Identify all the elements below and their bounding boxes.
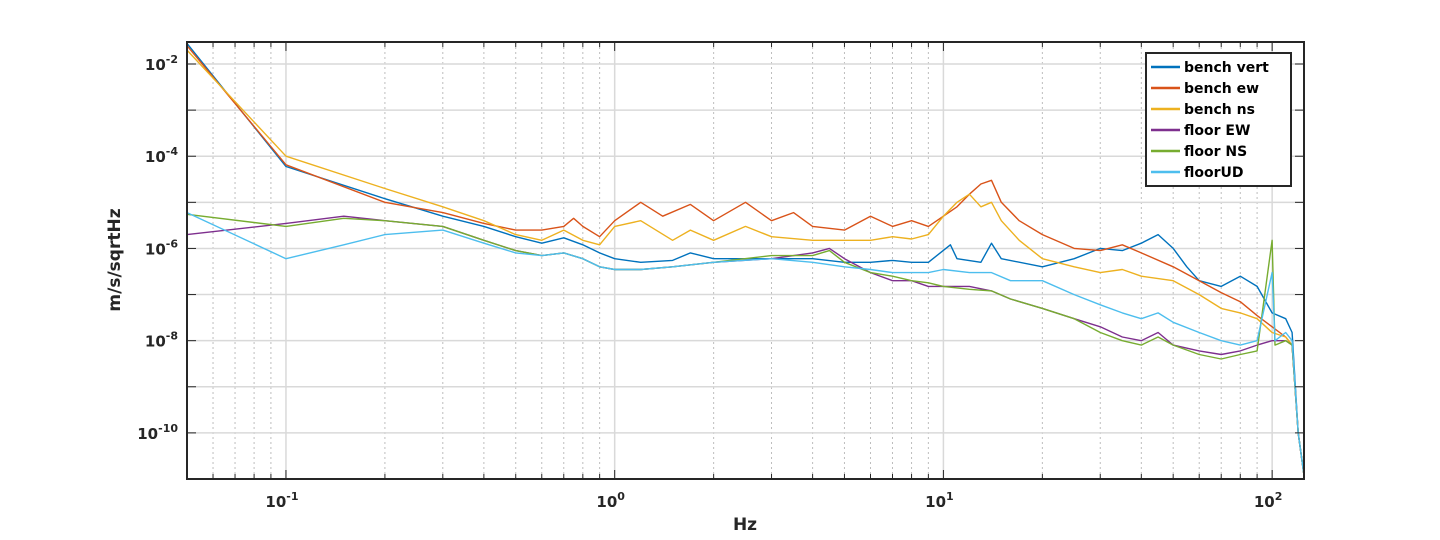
y-tick-label-exponent: -4: [166, 145, 179, 158]
legend-label: bench ns: [1184, 102, 1255, 118]
x-tick-label-exponent: 2: [1275, 490, 1283, 503]
y-tick-label-exponent: -6: [166, 237, 179, 250]
y-axis-label: m/s/sqrtHz: [105, 208, 125, 311]
x-tick-label-exponent: 1: [946, 490, 954, 503]
y-tick-label-exponent: -8: [166, 330, 178, 343]
x-tick-label-exponent: 0: [617, 490, 625, 503]
y-tick-label-base: 10: [145, 333, 166, 351]
x-tick-label: 102: [1254, 490, 1283, 511]
y-tick-label-base: 10: [145, 148, 166, 166]
axis-ticks: [186, 42, 1304, 480]
legend-label: floor NS: [1184, 144, 1247, 160]
plot-frame: [186, 41, 1305, 480]
series-line-floorud: [186, 211, 1305, 476]
y-tick-label: 10-6: [145, 237, 178, 258]
legend-label: floor EW: [1184, 123, 1250, 139]
x-axis-label: Hz: [733, 515, 757, 535]
y-tick-label: 10-10: [137, 422, 178, 443]
x-tick-label-base: 10: [925, 493, 946, 511]
x-tick-label-exponent: -1: [286, 490, 298, 503]
x-tick-label-base: 10: [1254, 493, 1275, 511]
legend: bench vert bench ew bench ns floor EW floor …: [1145, 52, 1292, 187]
x-tick-label-base: 10: [265, 493, 286, 511]
y-tick-label-exponent: -10: [158, 422, 178, 435]
y-tick-label: 10-4: [145, 145, 178, 166]
x-tick-label: 100: [596, 490, 625, 511]
legend-label: bench ew: [1184, 81, 1259, 97]
x-tick-label-base: 10: [596, 493, 617, 511]
legend-label: floorUD: [1184, 165, 1244, 181]
y-tick-label: 10-2: [145, 53, 178, 74]
y-tick-label-base: 10: [145, 56, 166, 74]
y-tick-label-base: 10: [145, 240, 166, 258]
series-lines: [186, 42, 1305, 476]
x-tick-labels: 10-1 100 101 102: [265, 490, 1282, 511]
y-tick-label-base: 10: [137, 425, 158, 443]
series-line-bench-vert: [186, 42, 1305, 476]
y-tick-label: 10-8: [145, 330, 178, 351]
legend-label: bench vert: [1184, 60, 1269, 76]
legend-box: [1145, 52, 1292, 187]
series-line-bench-ns: [186, 49, 1305, 476]
x-tick-label: 101: [925, 490, 954, 511]
series-line-bench-ew: [186, 45, 1305, 476]
x-tick-label: 10-1: [265, 490, 298, 511]
y-tick-label-exponent: -2: [166, 53, 178, 66]
